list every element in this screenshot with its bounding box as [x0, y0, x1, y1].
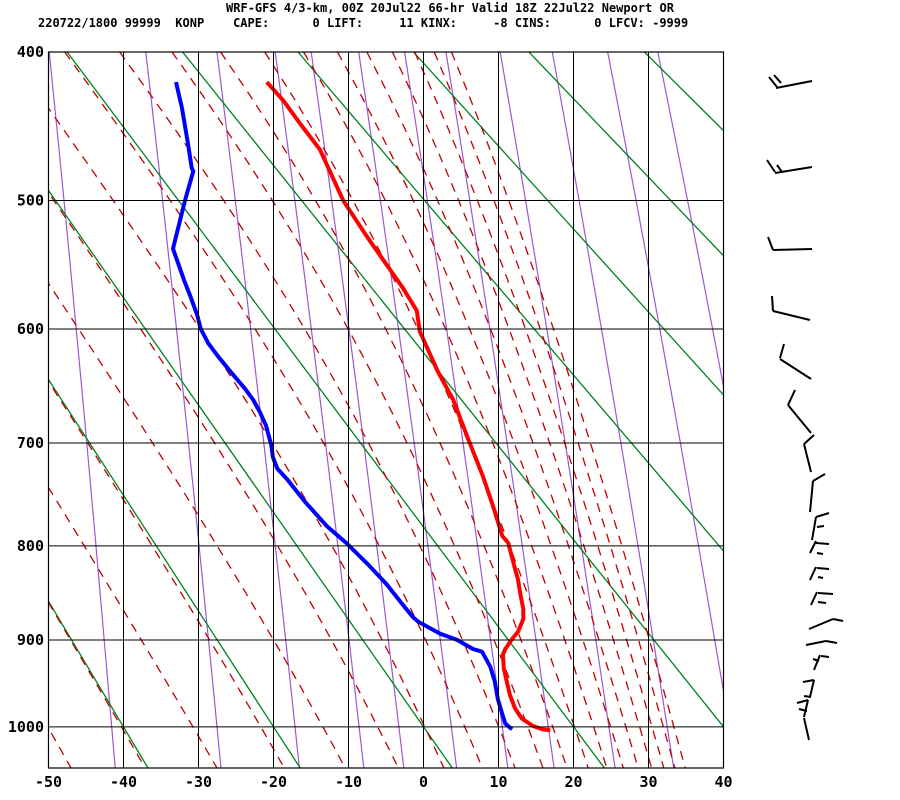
- mixing-ratio-line: [499, 52, 616, 768]
- theta-e-line: [64, 52, 483, 768]
- temperature-tick-label: -20: [260, 773, 287, 791]
- theta-e-line: [119, 52, 516, 768]
- temperature-tick-label: -10: [335, 773, 362, 791]
- pressure-tick-label: 400: [17, 43, 44, 61]
- wind-barb: [812, 654, 830, 671]
- theta-e-line: [48, 380, 285, 768]
- theta-e-line: [450, 52, 686, 768]
- temperature-tick-label: 30: [639, 773, 657, 791]
- pressure-tick-label: 600: [17, 320, 44, 338]
- theta-e-line: [336, 52, 624, 768]
- wind-barb: [787, 389, 812, 434]
- wind-barb: [809, 473, 826, 513]
- wind-barb: [805, 640, 838, 646]
- theta-e-line: [220, 52, 568, 768]
- wind-barb: [803, 717, 810, 741]
- mixing-ratio-line: [657, 52, 724, 390]
- grid: [47, 51, 725, 769]
- dewpoint-curve: [171, 81, 514, 731]
- dry-adiabat-line: [48, 599, 149, 768]
- temperature-curve: [265, 80, 551, 733]
- dry-adiabat-line: [413, 52, 724, 396]
- theta-e-line: [264, 52, 589, 768]
- theta-e-line: [48, 282, 346, 768]
- mixing-ratio-line: [607, 52, 724, 695]
- mixing-ratio-line: [404, 52, 509, 768]
- dry-adiabat-line: [66, 52, 605, 768]
- theta-e-line: [48, 601, 146, 768]
- wind-barb: [796, 699, 809, 718]
- pressure-tick-label: 800: [17, 537, 44, 555]
- dry-adiabat-line: [48, 189, 453, 768]
- theta-e-line: [171, 52, 544, 768]
- temperature-tick-label: 0: [419, 773, 428, 791]
- wind-barb: [811, 512, 830, 541]
- wind-barb: [766, 159, 813, 174]
- dry-adiabat-line: [528, 52, 724, 257]
- temperature-tick-label: -40: [110, 773, 137, 791]
- wind-barb: [771, 295, 811, 321]
- dry-adiabat-line: [48, 378, 301, 768]
- theta-e-line: [391, 52, 653, 768]
- mixing-ratio-line: [145, 52, 222, 768]
- temperature-tick-label: 20: [564, 773, 582, 791]
- wind-barb: [802, 679, 815, 698]
- page-title: WRF-GFS 4/3-km, 00Z 20Jul22 66-hr Valid …: [226, 1, 674, 15]
- theta-e-line: [433, 52, 676, 768]
- theta-e-line: [48, 107, 445, 768]
- wind-barb: [810, 591, 834, 606]
- plot-area: [48, 52, 724, 768]
- temperature-tick-label: 10: [489, 773, 507, 791]
- pressure-tick-label: 900: [17, 631, 44, 649]
- wind-barb-column: [766, 74, 844, 741]
- theta-e-line: [366, 52, 639, 768]
- theta-e-line: [303, 52, 608, 768]
- temperature-tick-label: -30: [185, 773, 212, 791]
- wind-barb: [809, 566, 830, 581]
- temperature-tick-label: -50: [35, 773, 62, 791]
- mixing-ratio-line: [358, 52, 458, 768]
- axis-labels: 400 500 600 700 800 900 1000 -50 -40 -30 -20 -10 0 10…: [8, 43, 733, 791]
- stats-line: 220722/1800 99999 KONP CAPE: 0 LIFT: 11 …: [38, 16, 689, 30]
- pressure-tick-label: 500: [17, 191, 44, 209]
- wind-barb: [803, 434, 815, 473]
- wind-barb: [767, 236, 813, 251]
- mixing-ratio-line: [445, 52, 555, 768]
- pressure-tick-label: 700: [17, 434, 44, 452]
- plot-border: [47, 51, 725, 769]
- wind-barb: [779, 343, 812, 380]
- dry-adiabat-line: [182, 52, 724, 728]
- theta-e-line: [414, 52, 665, 768]
- temperature-tick-label: 40: [714, 773, 732, 791]
- wind-barb: [768, 74, 813, 89]
- mixing-ratio-line: [310, 52, 405, 768]
- mixing-ratio-line: [48, 52, 116, 768]
- mixing-ratio-line: [216, 52, 300, 768]
- mixing-ratio-line: [274, 52, 365, 768]
- dry-adiabat-line: [643, 52, 724, 132]
- theta-e-line: [48, 191, 399, 768]
- wind-barb: [809, 540, 830, 555]
- wind-barb: [808, 618, 844, 630]
- pressure-tick-label: 1000: [8, 718, 44, 736]
